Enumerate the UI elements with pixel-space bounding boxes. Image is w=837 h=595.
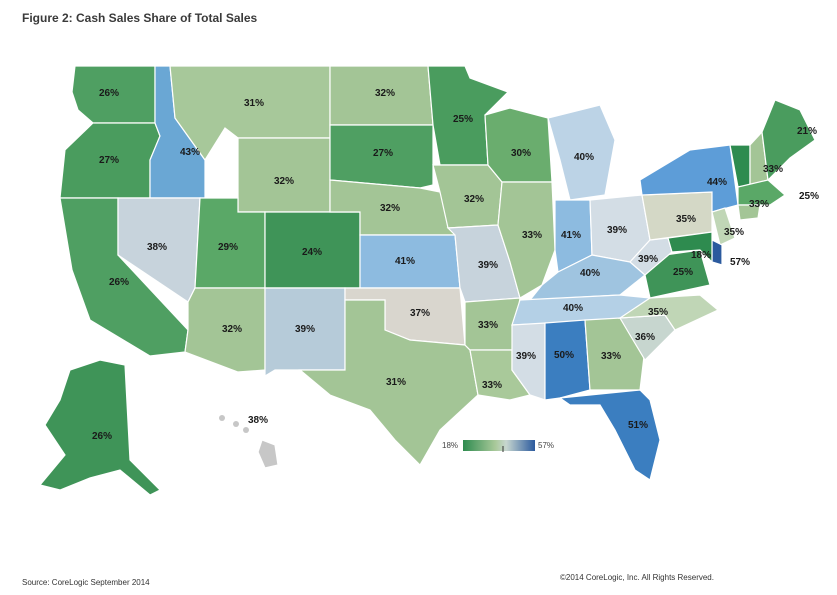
label-ca: 26%	[109, 277, 129, 288]
label-mn: 25%	[453, 114, 473, 125]
label-sd: 27%	[373, 148, 393, 159]
label-ky: 40%	[580, 268, 600, 279]
state-ak	[38, 359, 162, 496]
label-wa: 26%	[99, 88, 119, 99]
label-nh: 33%	[763, 164, 783, 175]
label-mi: 40%	[574, 152, 594, 163]
state-hi-island	[243, 427, 249, 433]
label-ar: 33%	[478, 320, 498, 331]
source-note: Source: CoreLogic September 2014	[22, 578, 150, 587]
label-md: 18%	[691, 250, 711, 261]
state-al	[544, 319, 591, 401]
state-mi	[547, 104, 616, 201]
label-ut: 29%	[218, 242, 238, 253]
label-id: 43%	[180, 147, 200, 158]
label-tn: 40%	[563, 303, 583, 314]
label-il: 33%	[522, 230, 542, 241]
label-nj: 35%	[724, 227, 744, 238]
state-tx	[298, 299, 479, 466]
label-ma: 25%	[799, 191, 819, 202]
label-wv: 39%	[638, 254, 658, 265]
figure-title: Figure 2: Cash Sales Share of Total Sale…	[22, 11, 258, 25]
color-legend: 18% 57%	[442, 440, 554, 452]
label-co: 24%	[302, 247, 322, 258]
label-ia: 32%	[464, 194, 484, 205]
state-il	[497, 181, 556, 299]
label-wi: 30%	[511, 148, 531, 159]
label-in: 41%	[561, 230, 581, 241]
label-de: 57%	[730, 257, 750, 268]
label-nv: 38%	[147, 242, 167, 253]
label-az: 32%	[222, 324, 242, 335]
state-sd	[329, 124, 434, 189]
label-ks: 41%	[395, 256, 415, 267]
state-nj	[711, 207, 736, 246]
legend-min-label: 18%	[442, 441, 458, 450]
state-de	[711, 239, 723, 266]
label-mt: 31%	[244, 98, 264, 109]
label-oh: 39%	[607, 225, 627, 236]
state-ms	[511, 322, 546, 401]
state-md	[667, 231, 713, 264]
label-ne: 32%	[380, 203, 400, 214]
label-pa: 35%	[676, 214, 696, 225]
state-ct	[737, 204, 761, 221]
label-sc: 36%	[635, 332, 655, 343]
label-fl: 51%	[628, 420, 648, 431]
label-hi: 38%	[248, 415, 268, 426]
legend-color-bar	[463, 440, 535, 451]
label-nd: 32%	[375, 88, 395, 99]
state-fl	[558, 389, 661, 481]
label-tx: 31%	[386, 377, 406, 388]
state-hi	[257, 439, 279, 469]
label-nc: 35%	[648, 307, 668, 318]
state-ky	[528, 254, 646, 301]
label-ok: 37%	[410, 308, 430, 319]
state-wi	[484, 107, 553, 183]
state-hi-island	[233, 421, 239, 427]
state-wy	[237, 137, 331, 213]
label-ny: 44%	[707, 177, 727, 188]
label-va: 25%	[673, 267, 693, 278]
label-mo: 39%	[478, 260, 498, 271]
label-wy: 32%	[274, 176, 294, 187]
label-ms: 39%	[516, 351, 536, 362]
label-ga: 33%	[601, 351, 621, 362]
state-hi-island	[219, 415, 225, 421]
label-nm: 39%	[295, 324, 315, 335]
label-ak: 26%	[92, 431, 112, 442]
label-vt: 21%	[797, 126, 817, 137]
state-ma	[737, 179, 786, 206]
copyright-note: ©2014 CoreLogic, Inc. All Rights Reserve…	[560, 573, 714, 582]
label-ct: 33%	[749, 199, 769, 210]
label-al: 50%	[554, 350, 574, 361]
legend-max-label: 57%	[538, 441, 554, 450]
label-la: 33%	[482, 380, 502, 391]
label-or: 27%	[99, 155, 119, 166]
